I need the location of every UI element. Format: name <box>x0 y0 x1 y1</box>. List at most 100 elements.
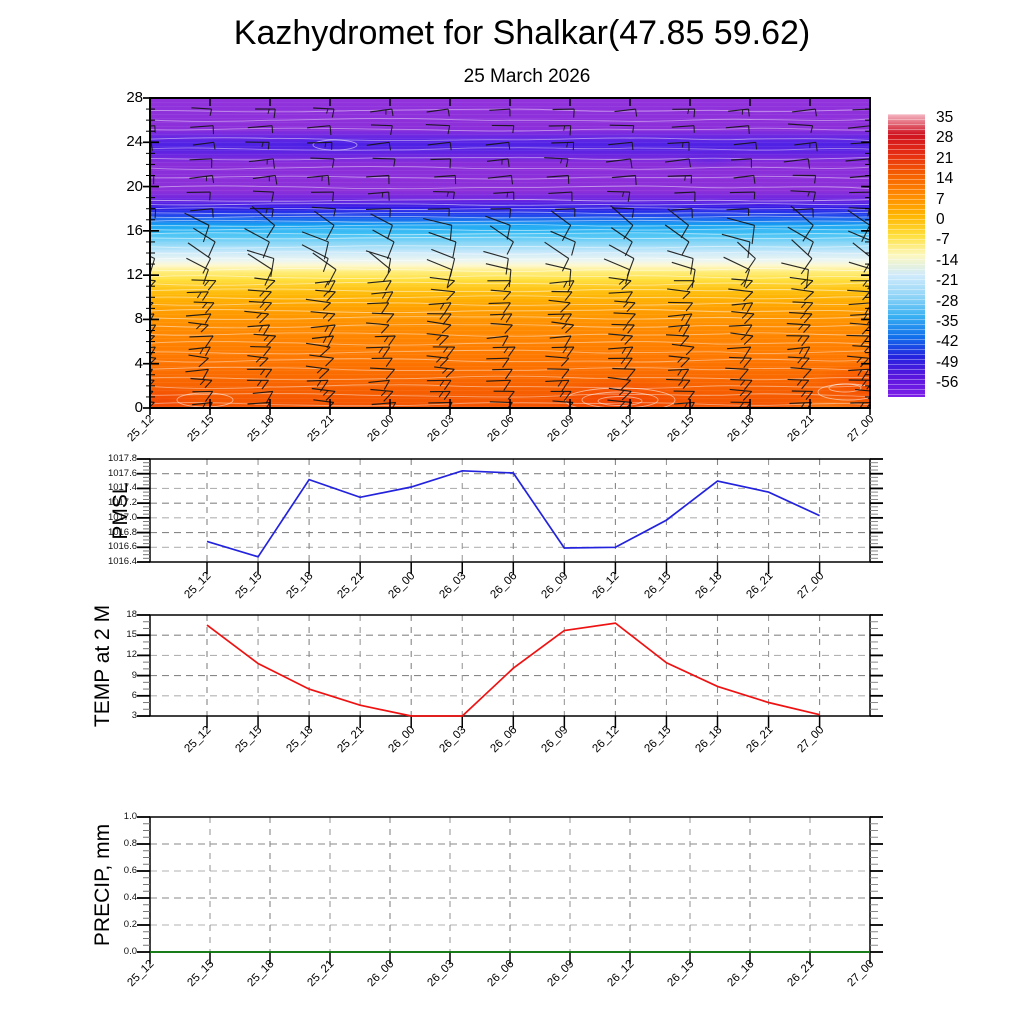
colorbar-tick-label: 14 <box>936 170 954 188</box>
colorbar-tick-label: 7 <box>936 190 945 208</box>
y-tick-label-cross: 28 <box>126 89 143 106</box>
colorbar-tick-label: 0 <box>936 210 945 228</box>
x-tick-label-pmsl: 26_21 <box>743 570 775 602</box>
y-tick-label-pmsl: 1017.6 <box>107 467 137 479</box>
y-tick-label-precip: 0.8 <box>123 838 137 849</box>
colorbar-tick-label: -14 <box>936 251 959 269</box>
x-tick-label-precip: 26_00 <box>365 958 397 990</box>
colorbar-tick-label: -56 <box>936 374 959 391</box>
x-tick-label-cross: 25_21 <box>305 413 337 445</box>
x-tick-label-pmsl: 26_18 <box>692 570 724 602</box>
y-tick-label-temp: 12 <box>126 649 137 661</box>
x-tick-label-temp: 25_12 <box>182 724 214 756</box>
x-tick-label-cross: 27_00 <box>845 413 877 445</box>
x-tick-label-pmsl: 25_21 <box>335 570 367 602</box>
x-tick-label-temp: 26_12 <box>590 724 622 756</box>
x-tick-label-precip: 25_15 <box>185 958 217 990</box>
y-tick-label-precip: 1.0 <box>123 811 137 822</box>
x-tick-label-pmsl: 26_15 <box>641 570 673 602</box>
y-tick-label-precip: 0.4 <box>123 892 137 903</box>
x-tick-label-precip: 26_09 <box>545 958 577 990</box>
colorbar-tick-label: -35 <box>936 312 959 330</box>
x-tick-label-temp: 25_15 <box>233 724 265 756</box>
y-tick-label-temp: 6 <box>131 689 137 701</box>
x-tick-label-precip: 26_12 <box>605 958 637 990</box>
x-tick-label-precip: 26_03 <box>425 958 457 990</box>
x-tick-label-cross: 26_03 <box>425 413 457 445</box>
x-tick-label-temp: 26_06 <box>488 724 520 756</box>
x-tick-label-precip: 25_18 <box>245 958 277 990</box>
x-tick-label-pmsl: 26_00 <box>386 570 418 602</box>
x-tick-label-precip: 25_21 <box>305 958 337 990</box>
temperature-field <box>150 98 870 408</box>
colorbar-tick-label: 28 <box>936 129 954 147</box>
x-tick-label-cross: 26_15 <box>665 413 697 445</box>
page-title: Kazhydromet for Shalkar(47.85 59.62) <box>233 14 811 52</box>
y-tick-label-cross: 20 <box>126 177 143 195</box>
x-tick-label-pmsl: 25_12 <box>182 570 214 602</box>
x-tick-label-precip: 25_12 <box>125 958 157 990</box>
y-tick-label-cross: 4 <box>134 354 143 372</box>
x-tick-label-temp: 26_09 <box>539 724 571 756</box>
colorbar-tick-label: 21 <box>936 149 954 167</box>
colorbar-tick-label: -21 <box>936 272 959 290</box>
x-tick-label-cross: 26_21 <box>785 413 817 445</box>
y-tick-label-pmsl: 1016.4 <box>107 556 137 567</box>
y-tick-label-cross: 12 <box>126 266 143 284</box>
x-tick-label-temp: 25_18 <box>284 724 316 756</box>
y-tick-label-temp: 9 <box>131 669 137 681</box>
temp-axis-title: TEMP at 2 M <box>91 604 114 728</box>
x-tick-label-pmsl: 26_06 <box>488 570 520 602</box>
x-tick-label-precip: 26_21 <box>785 958 817 990</box>
y-tick-label-pmsl: 1016.6 <box>107 541 137 553</box>
x-tick-label-temp: 26_18 <box>692 724 724 756</box>
x-tick-label-cross: 25_15 <box>185 413 217 445</box>
y-tick-label-pmsl: 1017.8 <box>107 453 137 464</box>
y-tick-label-cross: 0 <box>134 399 143 416</box>
x-tick-label-temp: 26_15 <box>641 724 673 756</box>
y-tick-label-temp: 18 <box>126 609 137 620</box>
x-tick-label-pmsl: 25_18 <box>284 570 316 602</box>
colorbar-tick-label: 35 <box>936 109 954 126</box>
x-tick-label-cross: 25_18 <box>245 413 277 445</box>
y-tick-label-temp: 3 <box>131 710 137 721</box>
y-tick-label-precip: 0.6 <box>123 865 137 876</box>
y-tick-label-temp: 15 <box>126 629 137 641</box>
x-tick-label-precip: 26_15 <box>665 958 697 990</box>
x-tick-label-pmsl: 26_09 <box>539 570 571 602</box>
colorbar-tick-label: -7 <box>936 231 950 249</box>
colorbar-tick-label: -28 <box>936 292 959 310</box>
x-tick-label-cross: 26_18 <box>725 413 757 445</box>
x-tick-label-cross: 26_06 <box>485 413 517 445</box>
x-tick-label-cross: 26_09 <box>545 413 577 445</box>
x-tick-label-pmsl: 26_03 <box>437 570 469 602</box>
colorbar-tick-label: -49 <box>936 353 959 371</box>
y-tick-label-cross: 24 <box>126 133 143 151</box>
y-tick-label-pmsl: 1017.4 <box>107 482 137 494</box>
y-tick-label-precip: 0.2 <box>123 919 137 930</box>
x-tick-label-cross: 26_12 <box>605 413 637 445</box>
y-tick-label-pmsl: 1017.0 <box>107 511 137 523</box>
x-tick-label-precip: 27_00 <box>845 958 877 990</box>
x-tick-label-pmsl: 26_12 <box>590 570 622 602</box>
colorbar <box>888 114 925 397</box>
temp-line <box>206 622 820 717</box>
y-tick-label-pmsl: 1016.8 <box>107 526 137 538</box>
x-tick-label-precip: 26_06 <box>485 958 517 990</box>
x-tick-label-pmsl: 27_00 <box>794 570 827 602</box>
y-tick-label-pmsl: 1017.2 <box>107 497 137 509</box>
x-tick-label-precip: 26_18 <box>725 958 757 990</box>
x-tick-label-pmsl: 25_15 <box>233 570 265 602</box>
x-tick-label-temp: 25_21 <box>335 724 367 756</box>
x-tick-label-temp: 26_00 <box>386 724 418 756</box>
x-tick-label-cross: 26_00 <box>365 413 397 445</box>
y-tick-label-precip: 0.0 <box>123 946 137 957</box>
colorbar-tick-label: -42 <box>936 333 959 351</box>
y-tick-label-cross: 8 <box>134 310 143 328</box>
pmsl-line <box>206 469 820 558</box>
x-tick-label-temp: 27_00 <box>794 724 827 756</box>
x-tick-label-temp: 26_03 <box>437 724 469 756</box>
y-tick-label-cross: 16 <box>126 221 143 239</box>
x-tick-label-temp: 26_21 <box>743 724 775 756</box>
